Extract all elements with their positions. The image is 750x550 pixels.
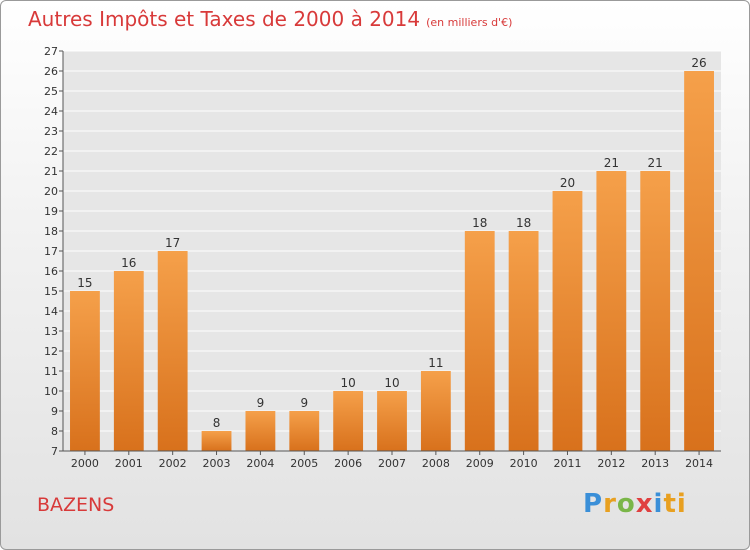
bar-2012 — [596, 171, 627, 451]
x-tick-label: 2012 — [597, 457, 625, 470]
x-tick-label: 2008 — [422, 457, 450, 470]
bar-2014 — [684, 71, 714, 451]
data-label: 9 — [257, 396, 265, 410]
chart-unit: (en milliers d'€) — [426, 16, 513, 29]
logo-letter: x — [635, 489, 654, 519]
x-tick-label: 2002 — [159, 457, 187, 470]
y-tick-label: 17 — [44, 245, 58, 258]
x-axis: 2000 2001 2002 2003 2004 2005 2006 2007 2008 2009… — [63, 450, 721, 470]
data-label: 21 — [648, 156, 663, 170]
x-tick-label: 2005 — [290, 457, 318, 470]
chart-title: Autres Impôts et Taxes de 2000 à 2014 (en… — [28, 7, 512, 31]
x-tick-label: 2014 — [685, 457, 713, 470]
logo-letter: P — [583, 489, 604, 519]
bar-2006 — [333, 391, 364, 451]
y-tick-label: 8 — [51, 425, 58, 438]
logo-letter: r — [603, 489, 617, 519]
y-tick-label: 25 — [44, 85, 58, 98]
logo-letter: ti — [663, 489, 687, 519]
x-tick-label: 2003 — [203, 457, 231, 470]
bar-2003 — [201, 431, 232, 451]
y-tick-label: 15 — [44, 285, 58, 298]
chart-title-text: Autres Impôts et Taxes de 2000 à 2014 — [28, 7, 421, 31]
data-label: 18 — [516, 216, 531, 230]
x-tick-label: 2006 — [334, 457, 362, 470]
y-tick-label: 21 — [44, 165, 58, 178]
bar-2004 — [245, 411, 276, 451]
x-tick-label: 2010 — [510, 457, 538, 470]
y-tick-label: 10 — [44, 385, 58, 398]
y-tick-label: 19 — [44, 205, 58, 218]
logo-letter: o — [616, 489, 636, 519]
y-tick-label: 27 — [44, 45, 58, 58]
x-tick-label: 2013 — [641, 457, 669, 470]
data-label: 10 — [384, 376, 399, 390]
proxiti-logo: Proxiti — [583, 489, 687, 519]
bar-2001 — [113, 271, 144, 451]
data-label: 17 — [165, 236, 180, 250]
x-tick-label: 2000 — [71, 457, 99, 470]
y-tick-label: 14 — [44, 305, 58, 318]
y-tick-label: 18 — [44, 225, 58, 238]
bar-2005 — [289, 411, 320, 451]
commune-name: BAZENS — [37, 494, 115, 516]
y-axis: 7 8 9 10 11 12 13 14 15 16 17 18 19 20 21 22 23 24 25 26 27 — [44, 45, 64, 458]
y-tick-label: 13 — [44, 325, 58, 338]
y-tick-label: 20 — [44, 185, 58, 198]
y-tick-label: 23 — [44, 125, 58, 138]
y-tick-label: 7 — [51, 445, 58, 458]
data-label: 11 — [428, 356, 443, 370]
bar-2008 — [420, 371, 451, 451]
y-tick-label: 11 — [44, 365, 58, 378]
x-tick-label: 2011 — [553, 457, 581, 470]
data-label: 9 — [300, 396, 308, 410]
y-tick-label: 16 — [44, 265, 58, 278]
data-labels: 15 16 17 8 9 9 10 10 11 18 18 20 21 21 26 — [77, 56, 706, 430]
bar-2011 — [552, 191, 583, 451]
data-label: 16 — [121, 256, 136, 270]
data-label: 8 — [213, 416, 221, 430]
bar-2000 — [70, 291, 100, 451]
bars — [70, 71, 714, 451]
data-label: 18 — [472, 216, 487, 230]
x-tick-label: 2004 — [246, 457, 274, 470]
data-label: 26 — [691, 56, 706, 70]
bar-2002 — [157, 251, 188, 451]
y-tick-label: 24 — [44, 105, 58, 118]
bar-2013 — [640, 171, 671, 451]
y-tick-label: 9 — [51, 405, 58, 418]
y-tick-label: 12 — [44, 345, 58, 358]
y-tick-label: 26 — [44, 65, 58, 78]
y-tick-label: 22 — [44, 145, 58, 158]
bar-2009 — [464, 231, 495, 451]
data-label: 20 — [560, 176, 575, 190]
data-label: 10 — [340, 376, 355, 390]
data-label: 15 — [77, 276, 92, 290]
x-tick-label: 2007 — [378, 457, 406, 470]
bar-2010 — [508, 231, 539, 451]
x-tick-label: 2009 — [466, 457, 494, 470]
logo-letter: i — [653, 489, 664, 519]
x-tick-label: 2001 — [115, 457, 143, 470]
data-label: 21 — [604, 156, 619, 170]
bar-2007 — [377, 391, 407, 451]
